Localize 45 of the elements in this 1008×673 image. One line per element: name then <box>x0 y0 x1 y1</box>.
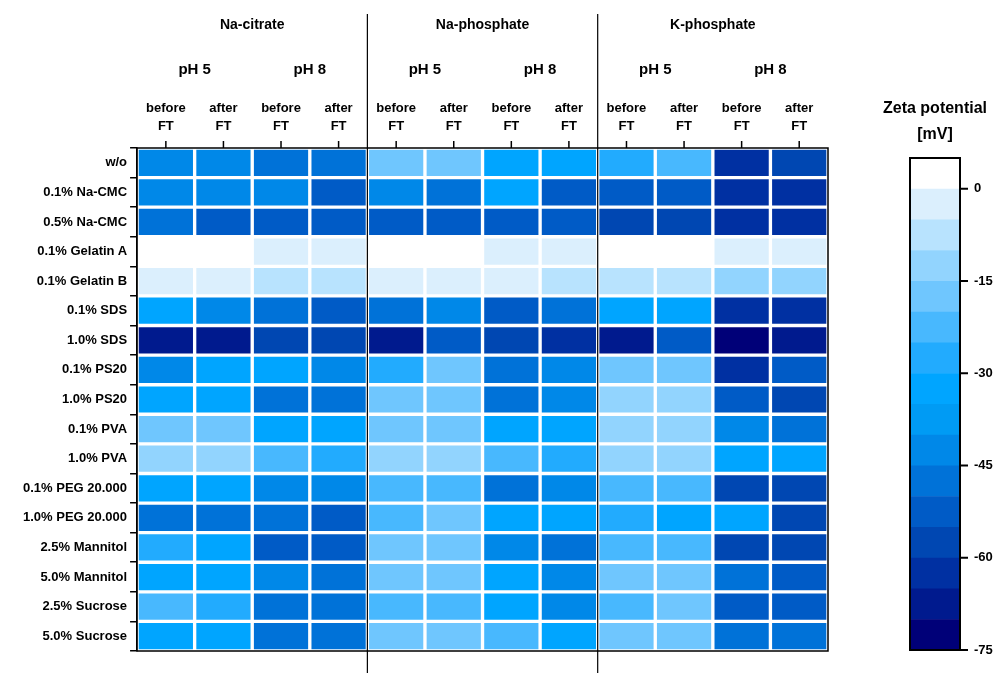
text: Na-citrate <box>219 15 285 32</box>
y-tick-label: 2.5% Sucrose <box>42 598 128 614</box>
x-tick-label: after FT <box>209 99 238 133</box>
y-tick-label: 0.1% Na-CMC <box>43 183 128 199</box>
y-tick-label: 1.0% PVA <box>68 450 128 466</box>
x-tick-label: after FT <box>785 99 814 133</box>
text: pH 5 <box>408 60 442 78</box>
y-tick-label: 0.1% Gelatin A <box>37 243 128 259</box>
y-tick-label: 1.0% PS20 <box>62 391 128 407</box>
color-bar-label: -60 <box>974 549 993 565</box>
x-tick-label: after FT <box>324 99 353 133</box>
x-tick-label: before FT <box>491 99 532 133</box>
y-tick-label: 0.1% PS20 <box>62 361 128 377</box>
color-bar-title: Zeta potential [mV] <box>882 99 988 143</box>
y-tick-label: 0.1% PVA <box>68 420 128 436</box>
y-tick-label: w/o <box>104 154 128 170</box>
color-bar-label: -15 <box>974 272 993 288</box>
x-tick-label: after FT <box>554 99 583 133</box>
y-tick-label: 5.0% Mannitol <box>40 568 128 584</box>
y-tick-label: 1.0% SDS <box>67 331 128 347</box>
y-tick-label: 2.5% Mannitol <box>40 539 128 555</box>
y-tick-label: 5.0% Sucrose <box>42 627 128 643</box>
x-tick-label: before FT <box>145 99 186 133</box>
x-tick-label: before FT <box>376 99 417 133</box>
text: K-phosphate <box>670 15 756 32</box>
y-tick-label: 0.1% SDS <box>67 302 128 318</box>
text: pH 8 <box>523 60 557 78</box>
x-tick-label: before FT <box>606 99 647 133</box>
color-bar-label: -30 <box>974 364 993 380</box>
y-tick-label: 1.0% PEG 20.000 <box>22 509 128 525</box>
text: pH 8 <box>754 60 787 78</box>
x-tick-label: after FT <box>439 99 468 133</box>
text: pH 5 <box>178 60 211 78</box>
text: pH 8 <box>293 60 327 78</box>
x-tick-label: before FT <box>261 99 301 133</box>
text: pH 5 <box>639 60 672 78</box>
color-bar-label: 0 <box>974 180 982 196</box>
y-tick-label: 0.1% PEG 20.000 <box>22 479 128 495</box>
x-tick-label: after FT <box>669 99 699 133</box>
color-bar-label: -75 <box>974 641 993 657</box>
y-tick-label: 0.5% Na-CMC <box>43 213 128 229</box>
x-tick-label: before FT <box>721 99 762 133</box>
y-tick-label: 0.1% Gelatin B <box>36 272 128 288</box>
text: Na-phosphate <box>435 15 530 32</box>
color-bar-label: -45 <box>974 457 993 473</box>
